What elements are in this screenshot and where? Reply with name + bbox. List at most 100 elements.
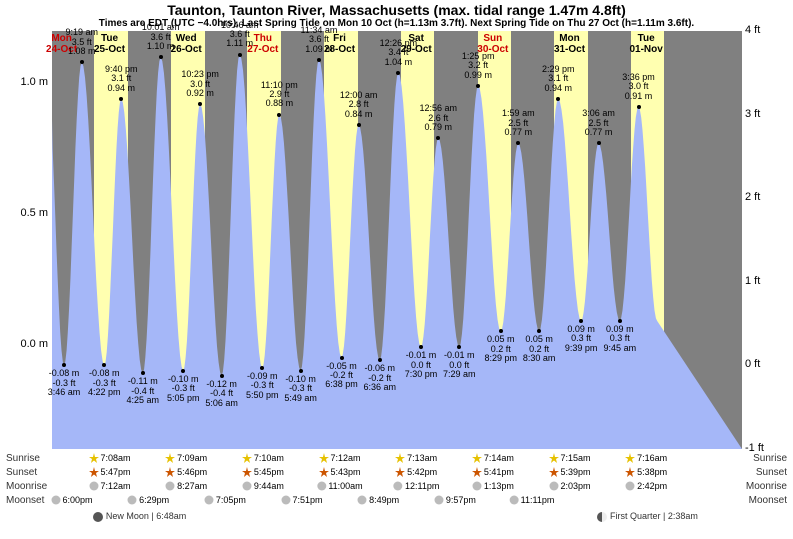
chart-subtitle: Times are EDT (UTC −4.0hrs). Last Spring… <box>0 18 793 31</box>
sunset-time: 5:45pm <box>242 467 284 477</box>
extrema-dot <box>317 58 321 62</box>
chart-title: Taunton, Taunton River, Massachusetts (m… <box>0 0 793 18</box>
moon-phase-label: First Quarter | 2:38am <box>597 511 698 522</box>
astro-row-label: Sunrise <box>753 453 787 464</box>
low-tide-label: 0.09 m 0.3 ft 9:39 pm <box>565 325 598 353</box>
low-tide-label: 0.09 m 0.3 ft 9:45 am <box>604 325 637 353</box>
low-tide-label: -0.06 m -0.2 ft 6:36 am <box>363 364 396 392</box>
sunrise-time: 7:12am <box>318 453 360 463</box>
moonrise-time: 8:27am <box>165 481 207 491</box>
extrema-dot <box>396 71 400 75</box>
y-tick-ft: 4 ft <box>741 24 793 36</box>
astro-row-label: Moonset <box>6 495 44 506</box>
high-tide-label: 11:10 pm 2.9 ft 0.88 m <box>261 81 298 109</box>
y-tick-ft: 3 ft <box>741 108 793 120</box>
astro-row-label: Sunset <box>756 467 787 478</box>
y-tick-ft: 2 ft <box>741 191 793 203</box>
extrema-dot <box>476 84 480 88</box>
low-tide-label: -0.05 m -0.2 ft 6:38 pm <box>325 362 358 390</box>
low-tide-label: -0.11 m -0.4 ft 4:25 am <box>127 377 160 405</box>
extrema-dot <box>260 366 264 370</box>
sunset-time: 5:42pm <box>395 467 437 477</box>
moonrise-time: 11:00am <box>316 481 362 491</box>
extrema-dot <box>537 329 541 333</box>
low-tide-label: -0.10 m -0.3 ft 5:49 am <box>284 375 317 403</box>
extrema-dot <box>119 97 123 101</box>
extrema-dot <box>597 141 601 145</box>
extrema-dot <box>277 113 281 117</box>
extrema-dot <box>238 53 242 57</box>
high-tide-label: 2:29 pm 3.1 ft 0.94 m <box>542 65 575 93</box>
extrema-dot <box>299 369 303 373</box>
moonrise-time: 12:11pm <box>393 481 439 491</box>
extrema-dot <box>141 371 145 375</box>
astro-panel: SunriseSunriseSunsetSunsetMoonriseMoonri… <box>0 449 793 539</box>
sunset-time: 5:38pm <box>625 467 667 477</box>
moonset-time: 7:05pm <box>204 495 246 505</box>
sunrise-time: 7:16am <box>625 453 667 463</box>
left-axis: 0.0 m 0.5 m 1.0 m <box>0 31 52 449</box>
y-tick-m: 0.0 m <box>0 338 52 350</box>
moonset-time: 6:00pm <box>50 495 92 505</box>
low-tide-label: -0.01 m 0.0 ft 7:29 am <box>443 351 476 379</box>
y-tick-ft: 1 ft <box>741 275 793 287</box>
high-tide-label: 3:36 pm 3.0 ft 0.91 m <box>622 73 655 101</box>
high-tide-label: 12:00 am 2.8 ft 0.84 m <box>340 91 378 119</box>
low-tide-label: -0.09 m -0.3 ft 5:50 pm <box>246 372 279 400</box>
y-tick-m: 1.0 m <box>0 76 52 88</box>
high-tide-label: 11:34 am 3.6 ft 1.09 m <box>301 26 338 54</box>
extrema-dot <box>181 369 185 373</box>
y-tick-m: 0.5 m <box>0 207 52 219</box>
high-tide-label: 12:26 pm 3.4 ft 1.04 m <box>380 39 418 67</box>
high-tide-label: 9:40 pm 3.1 ft 0.94 m <box>105 65 138 93</box>
high-tide-label: 10:01 am 3.6 ft 1.10 m <box>142 23 180 51</box>
high-tide-label: 9:19 am 3.5 ft 1.08 m <box>66 28 99 56</box>
plot-area: Mon 24-OctTue 25-OctWed 26-OctThu 27-Oct… <box>52 31 742 449</box>
extrema-dot <box>419 345 423 349</box>
extrema-dot <box>637 105 641 109</box>
extrema-dot <box>102 363 106 367</box>
sunset-time: 5:43pm <box>318 467 360 477</box>
moonset-time: 7:51pm <box>280 495 322 505</box>
high-tide-label: 10:46 am 3.6 ft 1.11 m <box>221 21 259 49</box>
sunrise-time: 7:08am <box>88 453 130 463</box>
right-axis: -1 ft0 ft1 ft2 ft3 ft4 ft <box>741 31 793 449</box>
low-tide-label: 0.05 m 0.2 ft 8:30 am <box>523 335 556 363</box>
astro-row-label: Sunset <box>6 467 37 478</box>
low-tide-label: -0.10 m -0.3 ft 5:05 pm <box>167 375 200 403</box>
extrema-dot <box>436 136 440 140</box>
moonrise-time: 2:03pm <box>548 481 590 491</box>
moon-phase-label: New Moon | 6:48am <box>93 511 186 522</box>
extrema-dot <box>556 97 560 101</box>
extrema-dot <box>516 141 520 145</box>
moonrise-time: 9:44am <box>242 481 284 491</box>
moonrise-time: 7:12am <box>88 481 130 491</box>
sunrise-time: 7:14am <box>472 453 514 463</box>
extrema-dot <box>159 55 163 59</box>
sunset-time: 5:46pm <box>165 467 207 477</box>
astro-row-label: Sunrise <box>6 453 40 464</box>
extrema-dot <box>457 345 461 349</box>
sunset-time: 5:39pm <box>548 467 590 477</box>
extrema-dot <box>618 319 622 323</box>
low-tide-label: -0.12 m -0.4 ft 5:06 am <box>205 380 238 408</box>
extrema-dot <box>220 374 224 378</box>
day-label: Mon 31-Oct <box>546 33 594 55</box>
high-tide-label: 1:25 pm 3.2 ft 0.99 m <box>462 52 495 80</box>
sunrise-time: 7:15am <box>548 453 590 463</box>
sunrise-time: 7:10am <box>242 453 284 463</box>
moonset-time: 6:29pm <box>127 495 169 505</box>
moonset-time: 11:11pm <box>509 495 555 505</box>
extrema-dot <box>80 60 84 64</box>
y-tick-ft: 0 ft <box>741 358 793 370</box>
sunrise-time: 7:13am <box>395 453 437 463</box>
sunrise-time: 7:09am <box>165 453 207 463</box>
moonrise-time: 2:42pm <box>625 481 667 491</box>
chart-area: 0.0 m 0.5 m 1.0 m Mon 24-OctTue 25-OctWed … <box>0 31 793 449</box>
extrema-dot <box>62 363 66 367</box>
astro-row-label: Moonset <box>749 495 787 506</box>
day-label: Tue 01-Nov <box>622 33 670 55</box>
extrema-dot <box>378 358 382 362</box>
low-tide-label: 0.05 m 0.2 ft 8:29 pm <box>484 335 517 363</box>
moonset-time: 8:49pm <box>357 495 399 505</box>
